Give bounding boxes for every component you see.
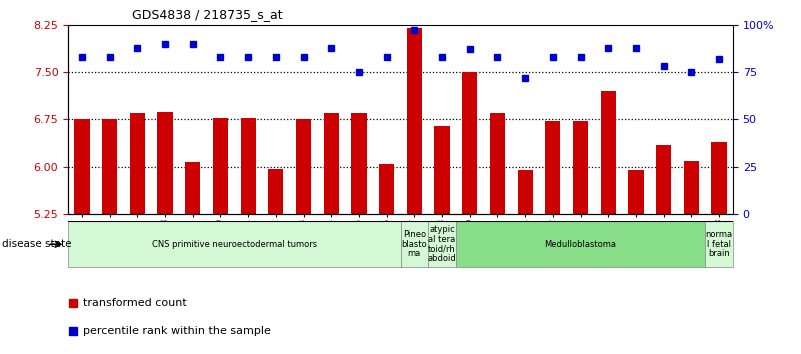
Bar [324, 113, 339, 214]
Bar [240, 118, 256, 214]
Bar [656, 145, 671, 214]
Bar [352, 113, 367, 214]
Bar [434, 126, 449, 214]
Text: atypic
al tera
toid/rh
abdoid: atypic al tera toid/rh abdoid [428, 225, 457, 263]
Bar [213, 118, 228, 214]
Bar [711, 142, 727, 214]
Bar [429, 221, 456, 267]
Text: GDS4838 / 218735_s_at: GDS4838 / 218735_s_at [132, 8, 283, 21]
Bar [74, 119, 90, 214]
Bar [517, 170, 533, 214]
Bar [573, 121, 588, 214]
Text: disease state: disease state [2, 239, 72, 249]
Text: CNS primitive neuroectodermal tumors: CNS primitive neuroectodermal tumors [151, 240, 317, 249]
Bar [490, 113, 505, 214]
Bar [601, 91, 616, 214]
Text: Pineo
blasto
ma: Pineo blasto ma [401, 230, 427, 258]
Text: Medulloblastoma: Medulloblastoma [545, 240, 617, 249]
Bar [68, 221, 400, 267]
Bar [545, 121, 561, 214]
Bar [684, 160, 699, 214]
Bar [102, 119, 117, 214]
Bar [296, 119, 311, 214]
Bar [456, 221, 705, 267]
Text: percentile rank within the sample: percentile rank within the sample [83, 326, 271, 336]
Bar [379, 164, 394, 214]
Bar [130, 113, 145, 214]
Text: transformed count: transformed count [83, 298, 187, 308]
Bar [628, 170, 643, 214]
Text: norma
l fetal
brain: norma l fetal brain [706, 230, 733, 258]
Bar [158, 112, 173, 214]
Bar [400, 221, 429, 267]
Bar [462, 72, 477, 214]
Bar [268, 169, 284, 214]
Bar [705, 221, 733, 267]
Bar [407, 28, 422, 214]
Bar [185, 162, 200, 214]
